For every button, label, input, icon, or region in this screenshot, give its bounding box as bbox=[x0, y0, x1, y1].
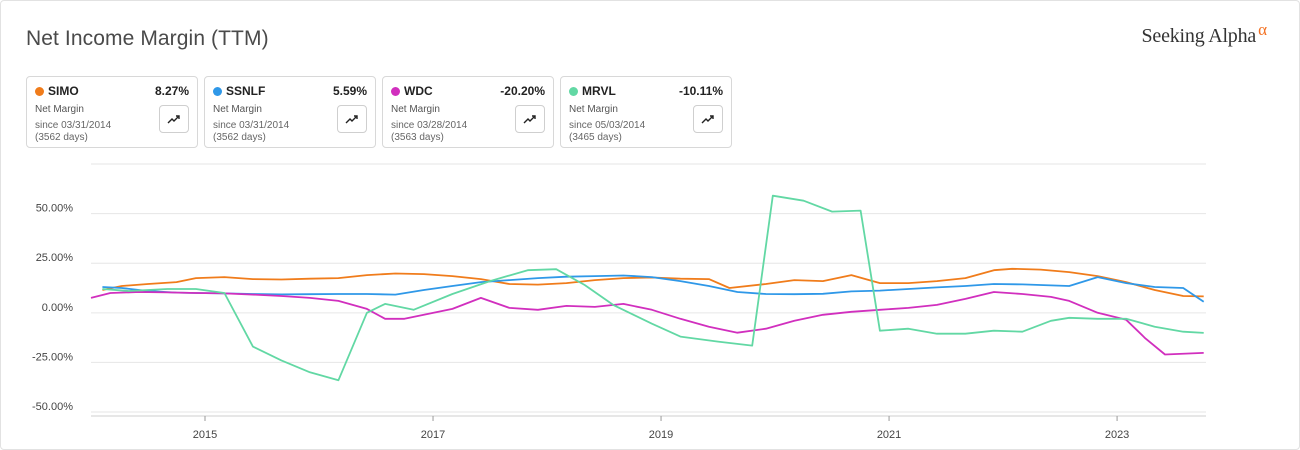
legend-metric: Net Margin bbox=[213, 104, 262, 115]
legend-card-mrvl[interactable]: MRVL -10.11% Net Margin since 05/03/2014… bbox=[560, 76, 732, 148]
legend-symbol: WDC bbox=[404, 84, 433, 98]
trend-line-icon bbox=[701, 115, 714, 124]
legend-since-date: since 03/31/2014 bbox=[213, 120, 290, 131]
series-line-ssnlf bbox=[102, 274, 1205, 303]
legend-symbol: MRVL bbox=[582, 84, 616, 98]
legend-since-days: (3465 days) bbox=[569, 132, 622, 143]
brand-logo: Seeking Alpha α bbox=[1141, 20, 1267, 48]
legend-card-ssnlf[interactable]: SSNLF 5.59% Net Margin since 03/31/2014 … bbox=[204, 76, 376, 148]
legend-since-date: since 05/03/2014 bbox=[569, 120, 646, 131]
legend-since: since 05/03/2014 (3465 days) bbox=[569, 120, 645, 144]
chart-toggle-button[interactable] bbox=[337, 105, 367, 133]
series-color-dot bbox=[213, 87, 222, 96]
x-tick-label: 2015 bbox=[193, 429, 217, 441]
legend-symbol: SIMO bbox=[48, 84, 79, 98]
x-tick-label: 2017 bbox=[421, 429, 445, 441]
legend-since-days: (3562 days) bbox=[213, 132, 266, 143]
y-tick-label: -50.00% bbox=[32, 401, 73, 413]
legend-since: since 03/31/2014 (3562 days) bbox=[35, 120, 111, 144]
legend-card-simo[interactable]: SIMO 8.27% Net Margin since 03/31/2014 (… bbox=[26, 76, 198, 148]
legend-since-date: since 03/31/2014 bbox=[35, 120, 112, 131]
series-line-wdc bbox=[90, 291, 1204, 356]
y-tick-label: 50.00% bbox=[36, 203, 74, 215]
legend-card-wdc[interactable]: WDC -20.20% Net Margin since 03/28/2014 … bbox=[382, 76, 554, 148]
y-tick-label: 25.00% bbox=[36, 252, 74, 264]
legend-metric: Net Margin bbox=[35, 104, 84, 115]
legend-since: since 03/28/2014 (3563 days) bbox=[391, 120, 467, 144]
legend-metric: Net Margin bbox=[569, 104, 618, 115]
legend-since: since 03/31/2014 (3562 days) bbox=[213, 120, 289, 144]
legend-value: 5.59% bbox=[332, 84, 367, 98]
x-tick-label: 2021 bbox=[877, 429, 901, 441]
series-color-dot bbox=[569, 87, 578, 96]
y-tick-label: 0.00% bbox=[42, 302, 73, 314]
legend-value: -20.20% bbox=[500, 84, 545, 98]
chart-toggle-button[interactable] bbox=[159, 105, 189, 133]
trend-line-icon bbox=[167, 115, 180, 124]
brand-alpha-icon: α bbox=[1258, 20, 1267, 39]
brand-name: Seeking Alpha bbox=[1141, 25, 1257, 47]
x-tick-label: 2023 bbox=[1105, 429, 1129, 441]
series-line-mrvl bbox=[102, 194, 1204, 382]
legend-symbol: SSNLF bbox=[226, 84, 266, 98]
legend-metric: Net Margin bbox=[391, 104, 440, 115]
series-color-dot bbox=[35, 87, 44, 96]
series-line-simo bbox=[102, 267, 1204, 298]
page-title: Net Income Margin (TTM) bbox=[26, 27, 269, 50]
chart-toggle-button[interactable] bbox=[693, 105, 723, 133]
legend-value: 8.27% bbox=[154, 84, 189, 98]
legend-value: -10.11% bbox=[678, 84, 723, 98]
x-tick-label: 2019 bbox=[649, 429, 673, 441]
chart-toggle-button[interactable] bbox=[515, 105, 545, 133]
y-tick-label: -25.00% bbox=[32, 351, 73, 363]
trend-line-icon bbox=[523, 115, 536, 124]
legend-since-date: since 03/28/2014 bbox=[391, 120, 468, 131]
trend-line-icon bbox=[345, 115, 358, 124]
legend-since-days: (3563 days) bbox=[391, 132, 444, 143]
legend-since-days: (3562 days) bbox=[35, 132, 88, 143]
series-color-dot bbox=[391, 87, 400, 96]
